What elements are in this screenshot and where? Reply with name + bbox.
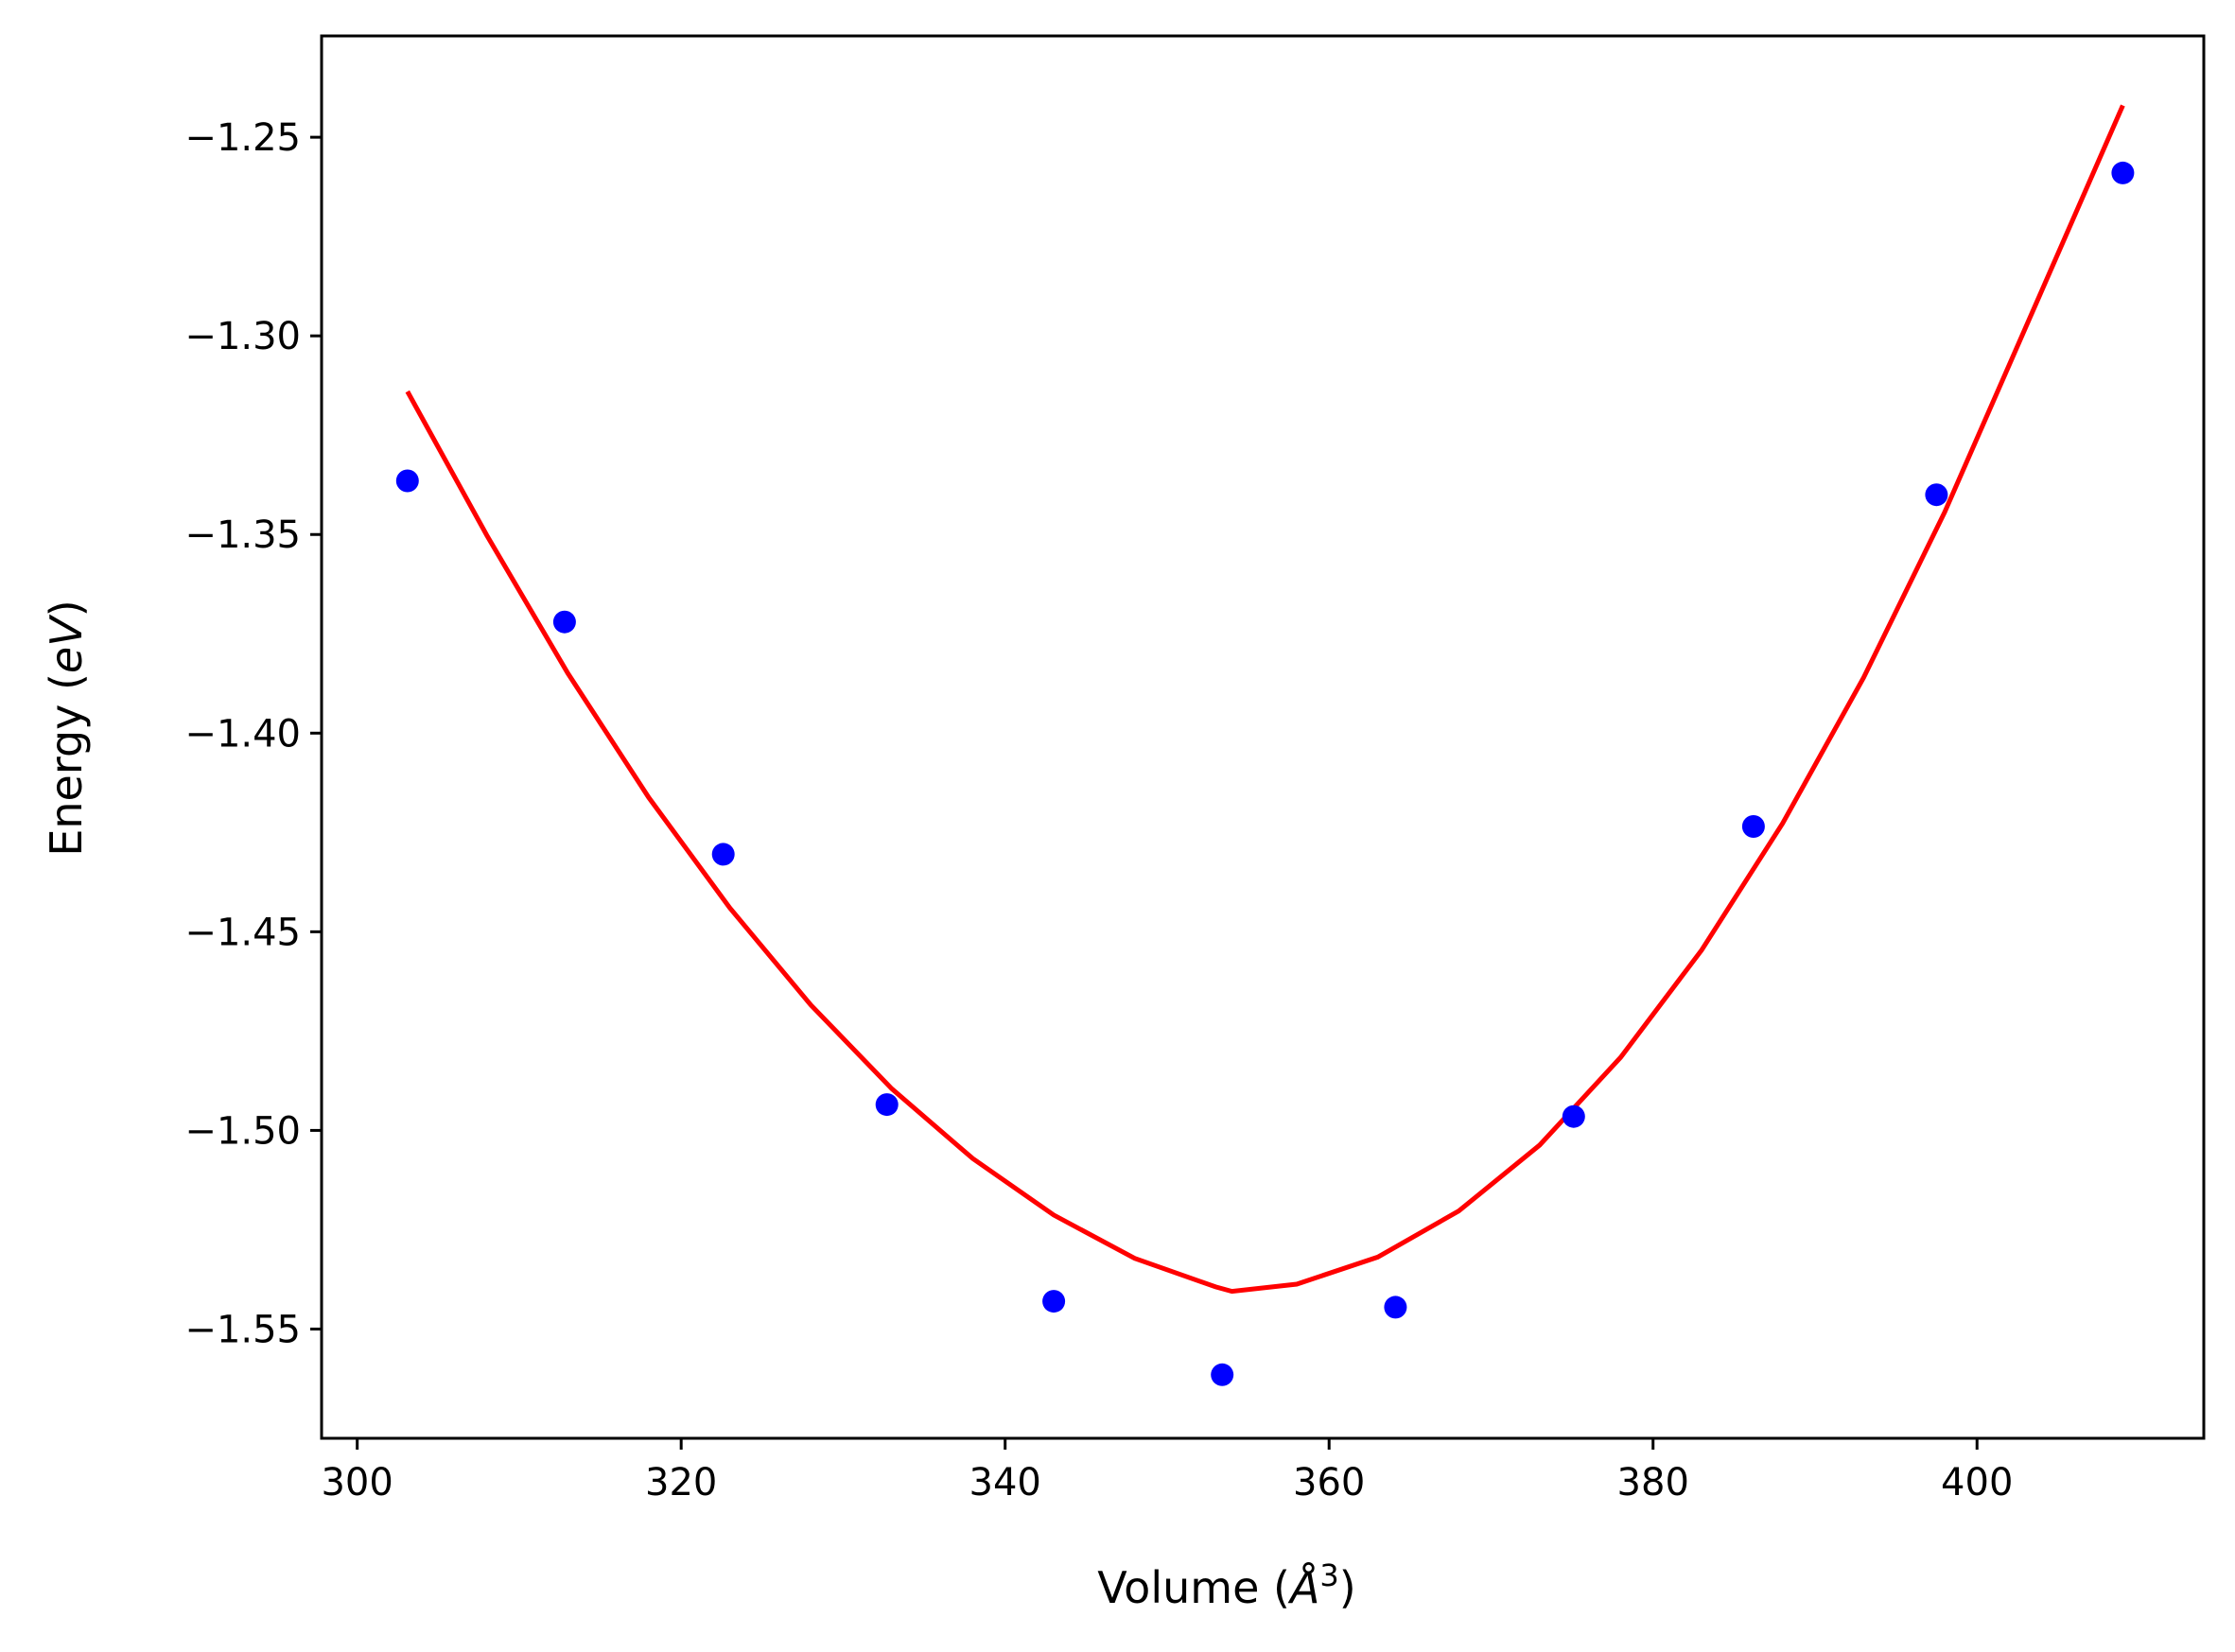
x-tick-label: 360	[1293, 1461, 1365, 1504]
x-tick-label: 340	[969, 1461, 1041, 1504]
y-axis-label-suffix: )	[41, 600, 92, 617]
x-axis-ticks: 300 320 340 360 380 400	[321, 1438, 2013, 1504]
data-point	[875, 1093, 899, 1117]
y-tick-label: −1.40	[184, 712, 301, 756]
y-axis-label: Energy (eV)	[41, 600, 92, 856]
data-point	[1042, 1290, 1066, 1313]
y-axis-label-symbol: eV	[41, 614, 92, 673]
y-tick-label: −1.35	[184, 513, 301, 557]
y-tick-label: −1.30	[184, 315, 301, 358]
data-point	[2111, 161, 2135, 184]
x-axis-label-superscript: 3	[1319, 1557, 1338, 1593]
x-axis-label-suffix: )	[1339, 1562, 1356, 1613]
data-point	[552, 610, 576, 634]
plot-frame	[320, 34, 2206, 1440]
x-axis-label-symbol: Å	[1287, 1562, 1319, 1613]
y-tick-label: −1.55	[184, 1308, 301, 1351]
x-tick-label: 400	[1941, 1461, 2013, 1504]
x-tick-label: 320	[645, 1461, 717, 1504]
fit-curve-line	[405, 104, 2125, 1295]
data-point	[1562, 1104, 1585, 1128]
data-point	[711, 843, 735, 866]
y-axis-label-prefix: Energy (	[41, 673, 92, 857]
data-point	[1925, 483, 1948, 507]
y-tick-label: −1.45	[184, 911, 301, 954]
y-axis-ticks: −1.25 −1.30 −1.35 −1.40 −1.45 −1.50 −1.55	[184, 116, 322, 1351]
y-tick-label: −1.50	[184, 1109, 301, 1153]
x-axis-label: Volume (Å3)	[1097, 1557, 1355, 1613]
data-point	[1741, 815, 1765, 838]
data-points	[395, 161, 2135, 1386]
data-point	[395, 469, 419, 493]
x-axis-label-prefix: Volume (	[1097, 1562, 1290, 1613]
x-tick-label: 380	[1617, 1461, 1689, 1504]
y-tick-label: −1.25	[184, 116, 301, 160]
data-point	[1384, 1296, 1407, 1319]
x-tick-label: 300	[321, 1461, 393, 1504]
data-point	[1211, 1363, 1234, 1386]
